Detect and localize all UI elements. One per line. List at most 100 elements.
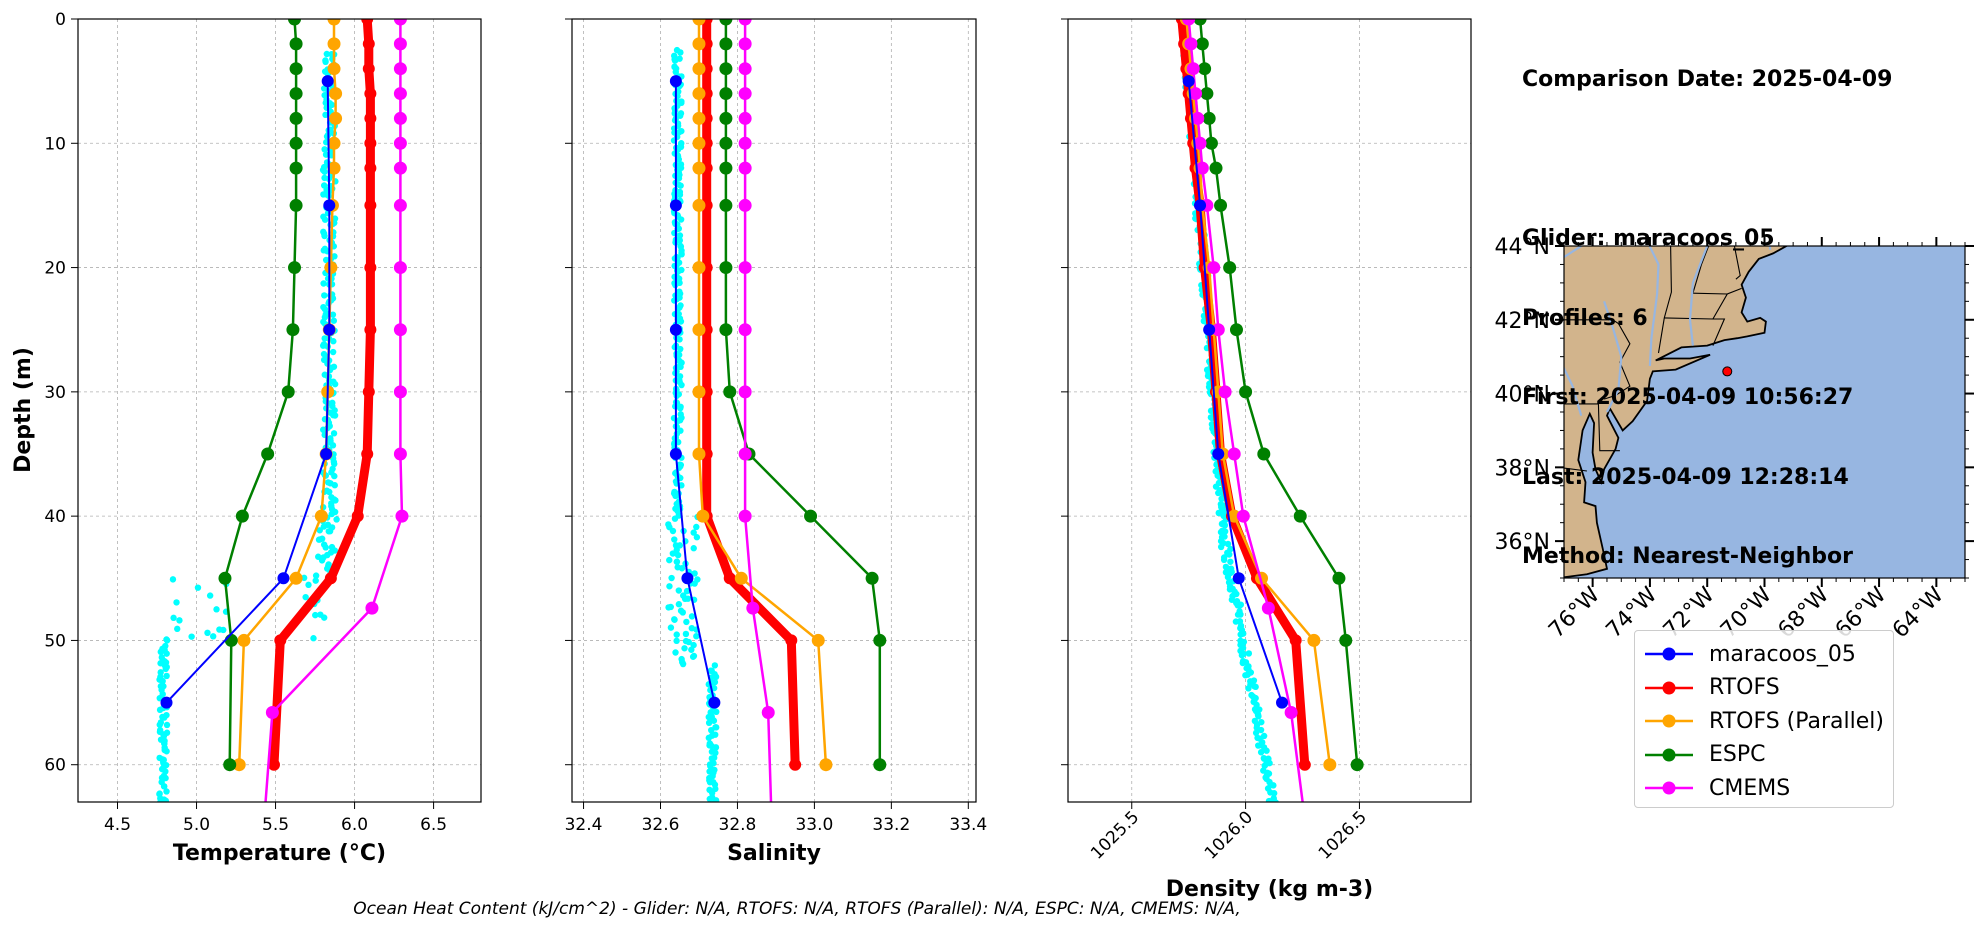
- raw-glider-point: [209, 633, 217, 640]
- glider-name: Glider: maracoos_05: [1522, 226, 1775, 251]
- raw-glider-point: [1238, 652, 1246, 659]
- y-tick-label: 0: [55, 10, 66, 30]
- raw-glider-point: [666, 583, 673, 590]
- series-point: [289, 161, 303, 175]
- series-line-cmems: [743, 19, 773, 802]
- raw-glider-point: [677, 112, 684, 119]
- series-point: [393, 198, 407, 212]
- series-point: [723, 385, 737, 399]
- x-axis-label: Temperature (°C): [173, 841, 386, 866]
- raw-glider-point: [1200, 317, 1208, 325]
- legend: maracoos_05 RTOFS RTOFS (Parallel) ESPC CMEM…: [1634, 630, 1894, 808]
- series-point: [719, 62, 733, 76]
- ocean-heat-content-footer: Ocean Heat Content (kJ/cm^2) - Glider: N…: [353, 899, 1241, 919]
- raw-glider-point: [330, 430, 338, 437]
- raw-glider-point: [330, 317, 338, 324]
- series-point: [320, 448, 333, 460]
- raw-glider-point: [711, 754, 718, 761]
- state-border: [1564, 319, 1631, 400]
- series-point: [738, 87, 752, 101]
- series-point: [669, 199, 682, 212]
- raw-glider-point: [161, 744, 168, 751]
- series-point: [1214, 198, 1228, 212]
- series-point: [1195, 161, 1209, 175]
- raw-glider-point: [706, 804, 712, 810]
- series-point: [365, 601, 379, 615]
- raw-glider-point: [158, 778, 165, 786]
- map-lat-label: 38°N: [1495, 456, 1550, 481]
- series-point: [669, 75, 682, 88]
- raw-glider-point: [1220, 539, 1227, 547]
- raw-glider-point: [671, 63, 678, 70]
- series-point: [873, 633, 887, 647]
- x-tick-label: 1026.0: [1201, 807, 1257, 863]
- series-point: [692, 136, 706, 150]
- comparison-info: Comparison Date: 2025-04-09 Glider: mara…: [1522, 14, 1892, 597]
- raw-glider-point: [160, 683, 167, 690]
- raw-glider-point: [163, 721, 171, 729]
- series-line-espc: [223, 19, 298, 765]
- raw-glider-point: [320, 163, 328, 171]
- river: [1648, 246, 1660, 366]
- coastline: [1564, 246, 1789, 578]
- series-point: [1195, 37, 1209, 51]
- series-point: [1276, 696, 1289, 709]
- series-point: [738, 19, 752, 26]
- raw-glider-point: [321, 216, 329, 223]
- raw-glider-point: [331, 380, 339, 388]
- series-point: [361, 448, 374, 460]
- raw-glider-point: [706, 742, 713, 749]
- raw-glider-point: [157, 648, 164, 656]
- raw-glider-point: [322, 256, 330, 264]
- axes-frame: [1067, 18, 1472, 803]
- raw-glider-point: [705, 719, 713, 727]
- series-point: [1223, 261, 1237, 275]
- state-border: [1564, 467, 1587, 472]
- series-point: [865, 571, 879, 585]
- x-axis-label: Density (kg m-3): [1166, 877, 1374, 902]
- series-point: [362, 62, 375, 75]
- raw-glider-point: [325, 562, 332, 569]
- y-tick-label: 40: [44, 507, 66, 527]
- raw-glider-point: [157, 799, 164, 802]
- raw-glider-point: [1237, 622, 1245, 630]
- raw-glider-point: [688, 646, 695, 653]
- series-line-rtofs: [702, 19, 800, 765]
- series-point: [692, 37, 706, 51]
- raw-glider-point: [1227, 558, 1234, 565]
- raw-glider-point: [688, 613, 696, 620]
- series-point: [873, 758, 887, 772]
- series-point: [364, 87, 377, 100]
- raw-glider-point: [678, 565, 686, 572]
- x-tick-label: 33.4: [949, 815, 987, 835]
- glider-location-marker: [1722, 366, 1733, 377]
- river: [1688, 246, 1709, 346]
- series-point: [289, 37, 303, 51]
- raw-glider-point: [328, 500, 335, 507]
- raw-glider-point: [158, 765, 166, 773]
- raw-glider-point: [682, 630, 690, 638]
- series-point: [1239, 385, 1253, 399]
- series-point: [1191, 111, 1205, 125]
- raw-glider-point: [329, 348, 337, 356]
- series-point: [789, 758, 802, 771]
- river: [1603, 300, 1623, 413]
- state-border: [1597, 403, 1620, 452]
- raw-glider-point: [672, 649, 679, 656]
- series-point: [692, 385, 706, 399]
- raw-glider-point: [158, 804, 164, 810]
- series-line-rtofs: [269, 19, 375, 765]
- series-point: [738, 509, 752, 523]
- series-point: [1189, 87, 1203, 101]
- series-point: [289, 198, 303, 212]
- last-time: Last: 2025-04-09 12:28:14: [1522, 464, 1849, 490]
- raw-glider-point: [1243, 665, 1250, 672]
- series-point: [1232, 572, 1245, 585]
- series-point: [224, 633, 238, 647]
- series-point: [1339, 633, 1353, 647]
- raw-glider-point: [1220, 519, 1227, 526]
- raw-glider-point: [322, 544, 329, 551]
- legend-item: CMEMS: [1643, 773, 1790, 803]
- legend-item: maracoos_05: [1643, 639, 1856, 669]
- raw-glider-point: [163, 788, 170, 795]
